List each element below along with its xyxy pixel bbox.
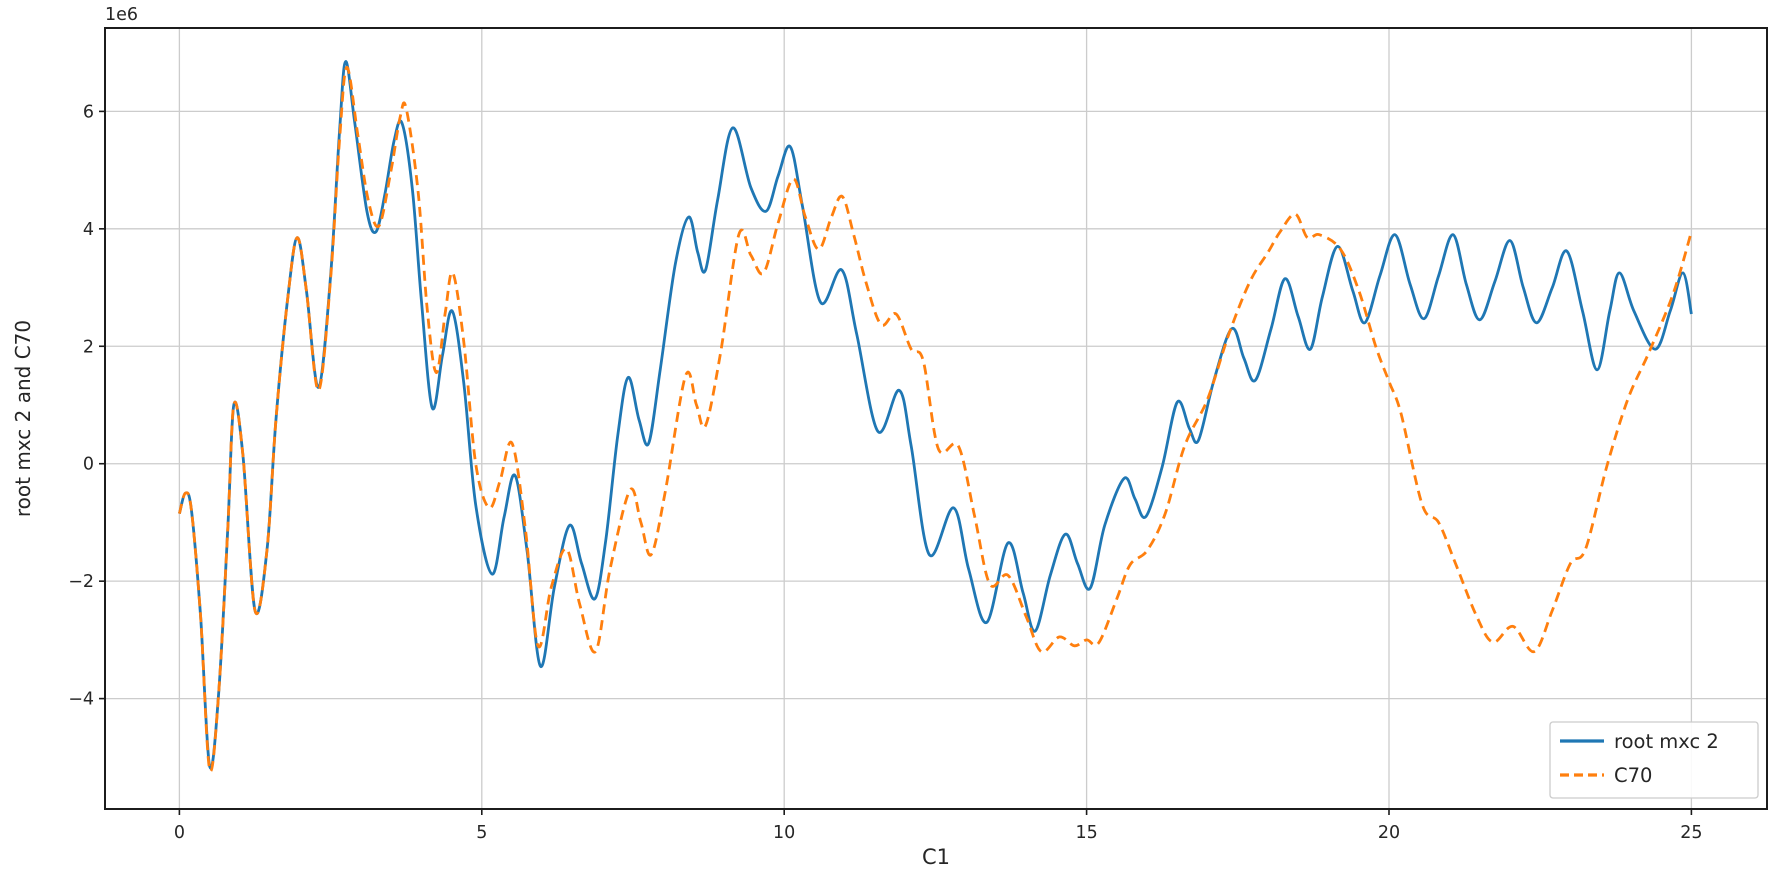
x-tick-label: 5 [476,823,487,843]
x-tick-label: 15 [1075,823,1097,843]
x-axis-label: C1 [922,845,950,869]
legend-entry-label: root mxc 2 [1614,730,1719,753]
x-tick-label: 20 [1378,823,1400,843]
legend: root mxc 2 C70 [1549,721,1759,799]
y-axis-label: root mxc 2 and C70 [11,320,35,517]
legend-entry-label: C70 [1614,764,1652,787]
y-tick-label: 2 [83,337,94,357]
plot-grid [105,28,1767,809]
y-tick-label: −2 [68,572,94,592]
x-axis: 0 5 10 15 20 25 C1 [174,809,1703,869]
series-c70 [178,65,1693,773]
y-tick-label: −4 [68,690,94,710]
y-axis-offset-text: 1e6 [105,5,138,25]
y-tick-label: 0 [83,455,94,475]
x-tick-label: 10 [773,823,795,843]
y-axis: −4 −2 0 2 4 6 root mxc 2 and C70 1e6 [11,5,138,710]
y-tick-label: 6 [83,102,94,122]
x-tick-label: 0 [174,823,185,843]
y-tick-label: 4 [83,220,94,240]
x-tick-label: 25 [1680,823,1702,843]
series-c70-line [178,65,1693,773]
plot-border [104,27,1768,810]
axes-spines [104,27,1768,810]
